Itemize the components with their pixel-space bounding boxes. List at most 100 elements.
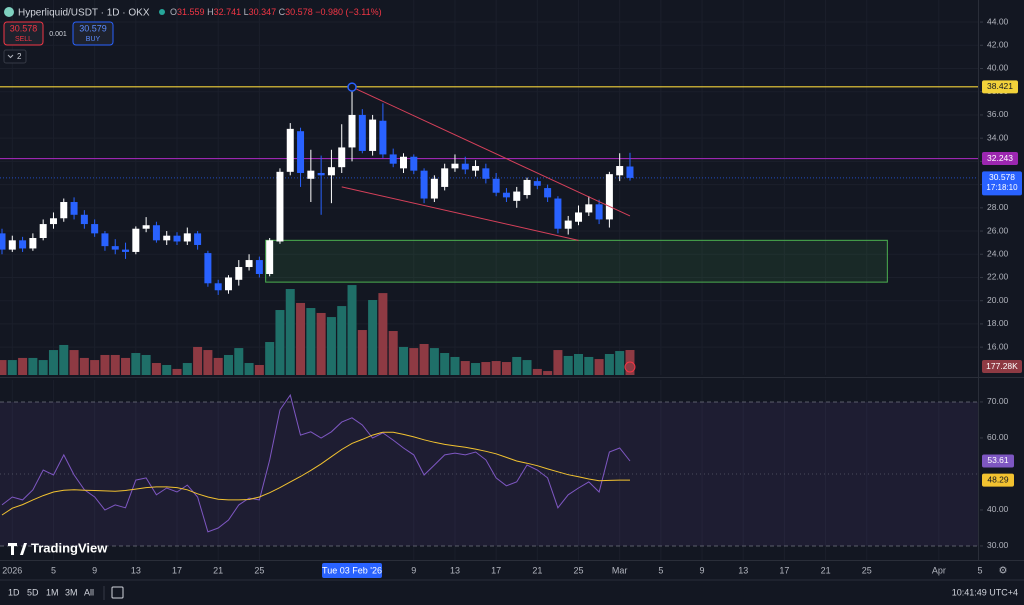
indicator-count: 2 bbox=[17, 52, 22, 61]
settings-icon[interactable]: ⚙ bbox=[999, 566, 1008, 577]
volume-bar bbox=[7, 360, 17, 375]
volume-bar bbox=[604, 353, 614, 375]
candle-body bbox=[142, 225, 150, 229]
x-tick-label: 21 bbox=[821, 565, 831, 575]
volume-bar bbox=[223, 354, 233, 375]
volume-bar bbox=[306, 308, 316, 375]
candle-body bbox=[389, 154, 397, 164]
candle-body bbox=[369, 119, 377, 151]
alert-icon bbox=[624, 361, 636, 373]
market-status bbox=[159, 9, 165, 15]
x-tick-label: 5 bbox=[658, 565, 663, 575]
x-tick-label: 25 bbox=[862, 565, 872, 575]
range-button[interactable]: 5D bbox=[27, 587, 39, 597]
volume-bar bbox=[162, 364, 172, 375]
ohlc: O31.559 H32.741 L30.347 C30.578 −0.980 (… bbox=[170, 7, 382, 17]
y-tick-label: 28.00 bbox=[987, 202, 1009, 212]
volume-bar bbox=[182, 363, 192, 375]
candle-body bbox=[379, 120, 387, 155]
buy-button[interactable] bbox=[72, 21, 114, 46]
volume-bar bbox=[121, 357, 131, 375]
candle-body bbox=[255, 260, 263, 274]
volume-bar bbox=[38, 360, 48, 375]
y-tick-label: 34.00 bbox=[987, 132, 1009, 142]
volume-bar bbox=[584, 356, 594, 375]
volume-bar bbox=[347, 285, 357, 375]
volume-label: 177.28K bbox=[986, 361, 1018, 371]
candle-body bbox=[616, 166, 624, 176]
volume-bar bbox=[450, 356, 460, 375]
candle-body bbox=[245, 260, 253, 268]
countdown: 17:18:10 bbox=[986, 183, 1018, 192]
volume-bar bbox=[79, 357, 89, 375]
volume-bar bbox=[296, 302, 306, 375]
last-price-label: 30.578 bbox=[989, 172, 1015, 182]
candle-body bbox=[39, 224, 47, 239]
level-label-box bbox=[982, 152, 1018, 166]
range-button[interactable]: 3M bbox=[65, 587, 78, 597]
volume-bar bbox=[316, 312, 326, 375]
candle-body bbox=[152, 225, 160, 241]
symbol[interactable]: Hyperliquid/USDT · 1D · OKX bbox=[18, 8, 150, 19]
calendar-icon[interactable] bbox=[111, 586, 124, 599]
x-tick-label: 25 bbox=[573, 565, 583, 575]
rsi-line bbox=[1, 393, 631, 533]
volume-bar bbox=[522, 360, 532, 375]
crosshair-date-box bbox=[322, 563, 383, 578]
volume-bar bbox=[48, 350, 58, 375]
sell-label: SELL bbox=[15, 36, 32, 43]
range-button[interactable]: 1M bbox=[46, 587, 59, 597]
x-tick-label: Mar bbox=[612, 565, 628, 575]
y-tick-label: 40.00 bbox=[987, 63, 1009, 73]
volume-bar bbox=[254, 364, 264, 375]
candle-body bbox=[183, 233, 191, 242]
candle-body bbox=[101, 233, 109, 247]
candle-body bbox=[492, 178, 500, 193]
candle-body bbox=[0, 233, 6, 250]
volume-bar bbox=[357, 330, 367, 375]
x-tick-label: 5 bbox=[977, 565, 982, 575]
volume-bar bbox=[131, 353, 141, 375]
range-button[interactable]: All bbox=[84, 587, 94, 597]
volume-bar bbox=[326, 317, 336, 375]
symbol-icon bbox=[4, 7, 14, 17]
rsi-value-label: 48.29 bbox=[987, 474, 1009, 484]
candle-body bbox=[523, 179, 531, 196]
volume-bar bbox=[543, 371, 553, 375]
volume-bar bbox=[491, 361, 501, 375]
volume-bar bbox=[429, 348, 439, 375]
ohlc-value: 30.578 bbox=[285, 7, 313, 17]
candle-body bbox=[224, 277, 232, 291]
sell-button[interactable] bbox=[3, 21, 44, 46]
volume-bar bbox=[398, 346, 408, 375]
volume-bar bbox=[203, 350, 213, 375]
range-button[interactable]: 1D bbox=[8, 587, 20, 597]
level-label-box bbox=[982, 80, 1018, 94]
volume-bar bbox=[69, 350, 79, 375]
sell-price: 30.578 bbox=[10, 23, 38, 33]
candle-body bbox=[29, 238, 37, 249]
anchor-marker bbox=[347, 82, 357, 92]
candle-body bbox=[297, 131, 305, 173]
y-tick-label: 40.00 bbox=[987, 504, 1009, 514]
x-tick-label: 25 bbox=[254, 565, 264, 575]
volume-bar bbox=[244, 363, 254, 375]
y-tick-label: 22.00 bbox=[987, 272, 1009, 282]
candle-body bbox=[286, 128, 294, 172]
rsi-value-label: 53.61 bbox=[987, 455, 1009, 465]
candle-body bbox=[60, 202, 68, 219]
ohlc-key: L bbox=[244, 7, 249, 17]
indicator-toggle[interactable] bbox=[3, 49, 27, 64]
candle-body bbox=[122, 249, 130, 252]
candle-body bbox=[430, 178, 438, 199]
candle-body bbox=[132, 228, 140, 252]
volume-bar bbox=[574, 353, 584, 375]
candle-body bbox=[214, 283, 222, 291]
volume-bar bbox=[501, 362, 511, 375]
candle-body bbox=[626, 166, 634, 178]
y-tick-label: 24.00 bbox=[987, 249, 1009, 259]
volume-bar bbox=[213, 357, 223, 375]
clock: 10:41:49 UTC+4 bbox=[952, 587, 1018, 597]
volume-bar bbox=[193, 346, 203, 375]
